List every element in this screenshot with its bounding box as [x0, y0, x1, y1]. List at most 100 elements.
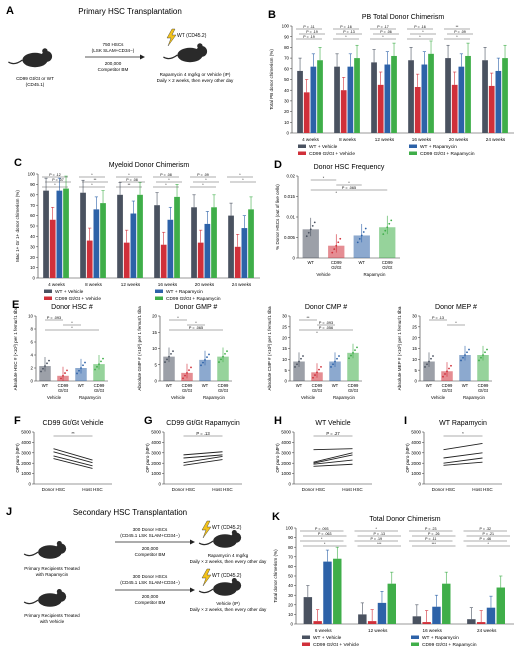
paired-line: [313, 459, 353, 465]
y-tick-label: 30: [282, 314, 287, 319]
panel-letter: F: [14, 415, 21, 427]
sig-annotation: P = .13: [343, 30, 354, 34]
panel-letter: C: [14, 157, 22, 169]
paired-line: [443, 442, 483, 451]
y-axis-label: OP puro (MFI): [15, 443, 20, 473]
sig-annotation: **: [456, 25, 459, 29]
cells-label-j1b: (CD45.1 LSK SLAM+CD34−): [120, 533, 180, 538]
sig-annotation: ***: [432, 542, 437, 546]
chart-title: Donor GMP #: [175, 304, 218, 311]
mouse-head: [230, 532, 242, 543]
x-tick-label: 24 weeks: [486, 137, 506, 142]
legend-swatch: [44, 289, 52, 293]
y-tick-label: 5: [285, 368, 288, 373]
sig-annotation: P = .06: [380, 30, 391, 34]
sig-annotation: *: [345, 35, 347, 39]
sig-annotation: P = .09: [197, 173, 208, 177]
sig-annotation: P = .16: [340, 25, 351, 29]
sig-annotation: P = .11: [425, 537, 436, 541]
bar: [387, 583, 396, 624]
mouse-tail: [198, 540, 214, 546]
y-tick-label: 4000: [411, 440, 421, 445]
legend-swatch: [302, 635, 310, 639]
data-point: [386, 226, 389, 229]
sig-annotation: *: [456, 35, 458, 39]
chart-title: WT Rapamycin: [439, 420, 487, 427]
data-point: [102, 357, 104, 360]
legend-label: WT + Rapamycin: [422, 635, 459, 641]
legend-label: WT + Rapamycin: [166, 289, 203, 295]
y-tick-label: 70: [284, 56, 289, 61]
bar: [211, 207, 217, 278]
sig-annotation: P = .23: [425, 527, 436, 531]
data-point: [430, 357, 432, 360]
x-tick-label: CD99: [94, 383, 105, 388]
y-tick-label: 100: [28, 172, 36, 177]
irradiation-bolt-icon: [166, 28, 177, 47]
y-axis-label: Total PB donor chimerism (%): [269, 49, 274, 110]
x-tick-label: 4 weeks: [48, 282, 66, 287]
mouse-tail: [23, 551, 39, 557]
legend-label: CD99 Gt/Gt + Vehicle: [55, 296, 101, 302]
y-tick-label: 50: [288, 574, 293, 579]
panel-letter-j: J: [6, 506, 12, 518]
x-tick-label: WT: [307, 260, 314, 265]
x-tick-label: Host HSC: [82, 487, 103, 492]
legend-label: CD99 Gt/Gt + Vehicle: [313, 642, 359, 648]
y-tick-label: 90: [30, 182, 35, 187]
source-label-1: Primary Recipients Treated: [24, 566, 80, 571]
y-axis-label: OP puro (MFI): [405, 443, 410, 473]
y-tick-label: 25: [282, 324, 287, 329]
data-point: [190, 366, 192, 369]
sig-annotation: **: [128, 183, 131, 187]
treatment-label-j1: Rapamycin 4 mg/kg: [208, 553, 249, 558]
sig-annotation: P = .07: [52, 178, 63, 182]
y-tick-label: 0: [287, 131, 290, 136]
y-tick-label: 30: [288, 593, 293, 598]
y-tick-label: 5: [415, 368, 418, 373]
sig-annotation: *: [91, 183, 93, 187]
recipient-label-j2: WT (CD45.2): [212, 573, 242, 579]
bar: [160, 244, 167, 278]
data-point: [298, 360, 300, 363]
bar: [174, 196, 180, 278]
bar: [445, 58, 451, 133]
bar: [432, 606, 441, 624]
comp-label-j2b: Competitor BM: [135, 600, 166, 605]
sig-annotation: P = .065: [342, 186, 356, 190]
sig-annotation: *: [177, 316, 179, 320]
bar: [100, 203, 106, 278]
group-label: Rapamycin: [333, 395, 356, 400]
data-point: [432, 355, 434, 357]
sig-annotation: *: [71, 321, 73, 325]
paired-line: [313, 452, 353, 463]
y-tick-label: 0: [289, 482, 292, 487]
mouse-body: [22, 52, 48, 68]
bar: [476, 622, 486, 624]
x-tick-label: Donor HSC: [172, 487, 196, 492]
panel-letter: I: [404, 415, 407, 427]
y-axis-label: Mac 1+ Gr 1+ donor chimerism (%): [15, 190, 20, 262]
y-tick-label: 10: [412, 357, 417, 362]
chart-title: Donor HSC #: [51, 304, 93, 311]
sig-annotation: *: [422, 30, 424, 34]
group-label: Vehicle: [47, 395, 62, 400]
treatment-label-j2: Vehicle (IP): [216, 601, 240, 606]
sig-annotation: P = .08: [160, 173, 171, 177]
mouse-body: [38, 545, 62, 559]
sig-annotation: *: [419, 35, 421, 39]
bar: [197, 242, 204, 278]
data-point: [82, 364, 84, 367]
x-tick-label: WT: [202, 383, 209, 388]
bar: [442, 583, 451, 624]
sig-annotation: P = .16: [414, 25, 425, 29]
bar: [347, 66, 354, 133]
sig-annotation: *: [168, 178, 170, 182]
data-point: [302, 355, 304, 357]
comp-label-j2: 200,000: [142, 594, 159, 599]
y-tick-label: 20: [284, 109, 289, 114]
mouse-ear: [56, 540, 62, 547]
y-tick-label: 0: [419, 482, 422, 487]
bar: [241, 228, 248, 278]
y-tick-label: 6: [31, 340, 34, 345]
